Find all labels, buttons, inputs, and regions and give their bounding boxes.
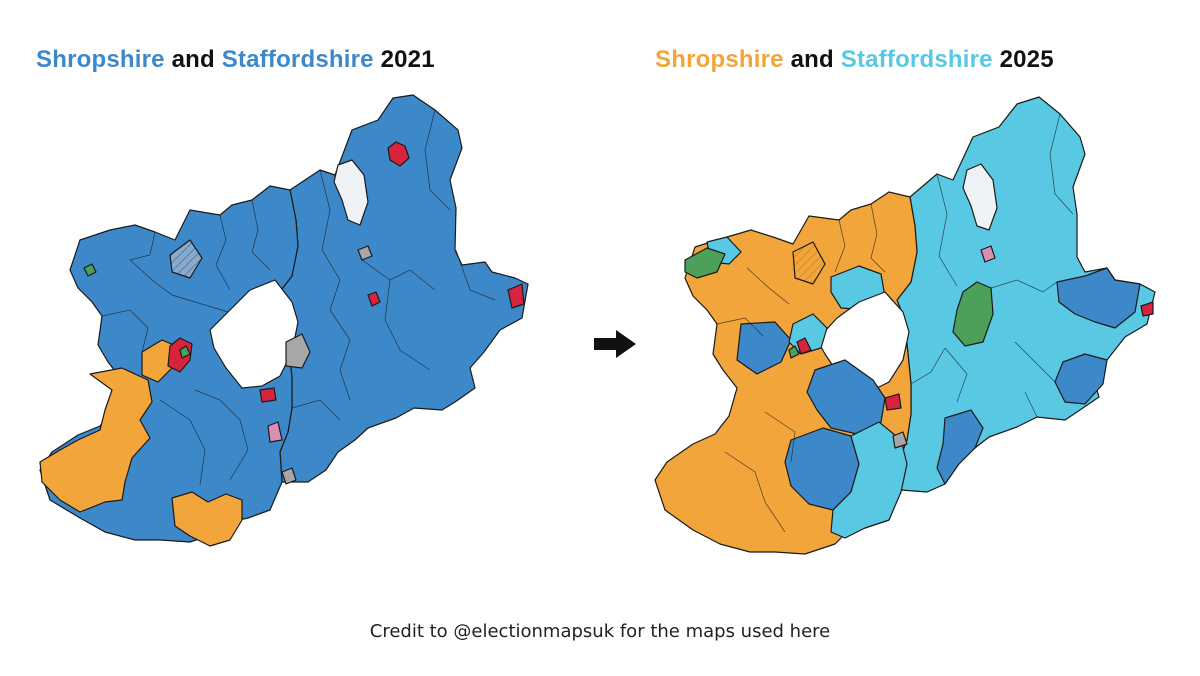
independent-south-2021 [281,467,297,485]
labour-east-2025 [1140,301,1154,317]
labour-south-2021 [259,387,277,403]
credit-text: Credit to @electionmapsuk for the maps u… [369,621,831,642]
labour-north-2021 [387,141,410,167]
title-shropshire-2025: Shropshire [655,46,784,73]
title-year-2025: 2025 [999,46,1054,73]
conservative-southeast-2025 [1054,353,1108,405]
map-title-2025: Shropshire and Staffordshire 2025 [655,46,1054,74]
green-shrewsbury-2025 [788,345,800,359]
conservative-east-2025 [1056,267,1141,329]
map-2025 [654,96,1156,555]
title-staffordshire-2021: Staffordshire [221,46,374,73]
green-west-2025 [684,247,726,279]
no-election-north-2021 [333,159,369,226]
independent-east-2021 [285,333,311,369]
green-west-2021 [83,263,97,277]
conservative-south-staffs-2025 [936,409,984,485]
no-election-north-2025 [962,163,998,231]
independent-south-2025 [892,431,908,449]
labour-east-2021 [507,283,525,309]
labour-shrewsbury-2025 [796,337,812,355]
title-year-2021: 2021 [380,46,435,73]
independent-centre-2021 [357,245,373,261]
title-and-2025: and [790,46,834,73]
green-shrewsbury-2021 [179,345,191,359]
other-south-2021 [267,421,283,443]
map-title-2021: Shropshire and Staffordshire 2021 [36,46,435,74]
title-and-2021: and [171,46,215,73]
title-staffordshire-2025: Staffordshire [840,46,993,73]
libdem-south-2021 [171,491,243,547]
labour-south-2025 [884,393,902,411]
green-centre-2025 [952,281,994,347]
map-2021 [39,94,529,547]
other-centre-2025 [980,245,996,263]
independent-west-2025 [792,241,826,285]
conservative-west-2025 [736,321,792,375]
independent-west-2021 [169,239,203,279]
right-arrow-icon [594,330,636,358]
labour-centre-2021 [367,291,381,307]
title-shropshire-2021: Shropshire [36,46,165,73]
libdem-southwest-2021 [39,367,153,513]
